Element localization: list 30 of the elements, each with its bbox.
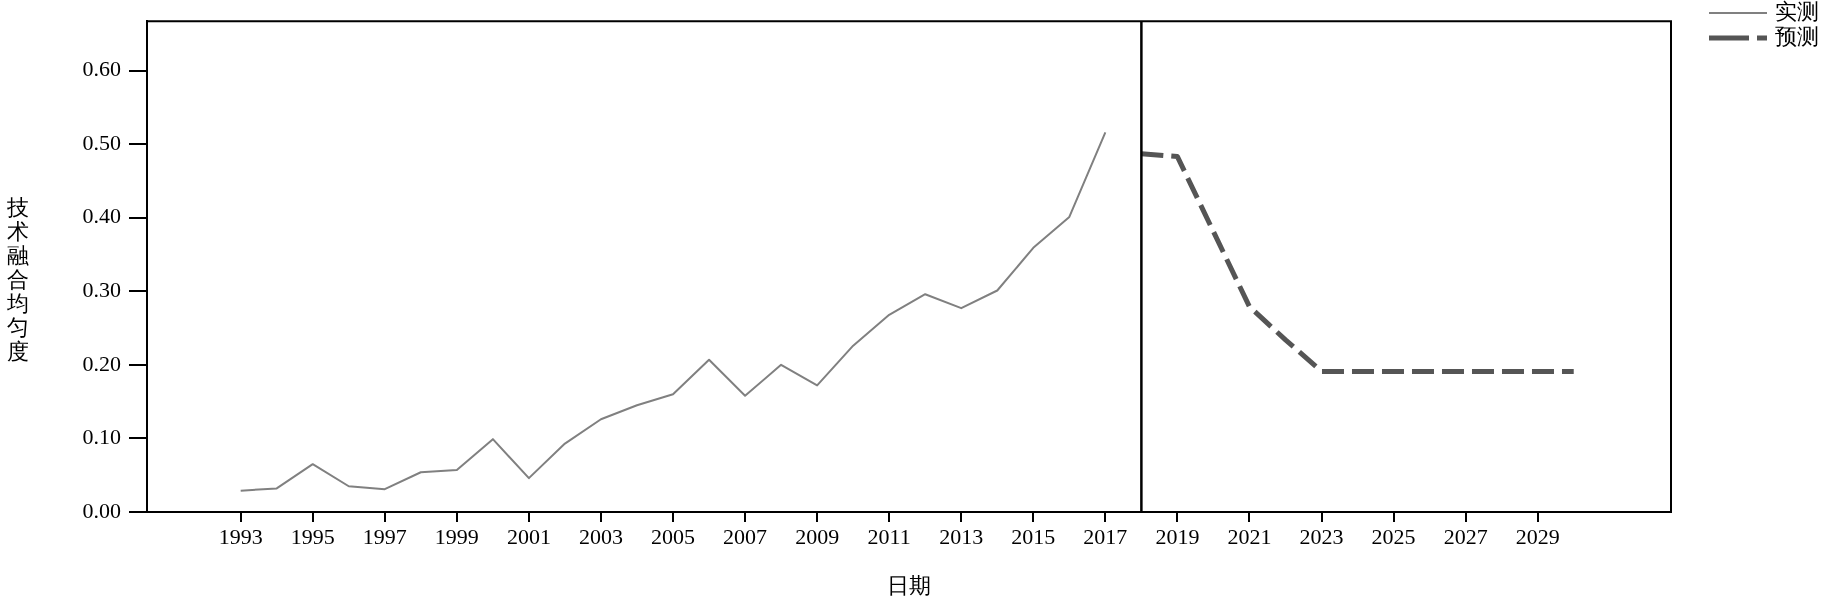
- x-tick-label: 2015: [1011, 523, 1056, 549]
- x-tick-label: 2019: [1155, 523, 1200, 549]
- x-tick-label: 2021: [1227, 523, 1272, 549]
- x-tick-label: 2007: [723, 523, 768, 549]
- x-tick-label: 2013: [939, 523, 984, 549]
- x-tick-label: 2011: [867, 523, 911, 549]
- x-tick-label: 2005: [651, 523, 696, 549]
- x-tick-label: 1997: [362, 523, 407, 549]
- x-tick-label: 1995: [290, 523, 335, 549]
- y-tick-label: 0.10: [82, 424, 121, 450]
- y-tick-label: 0.40: [82, 203, 121, 229]
- y-tick-label: 0.60: [82, 56, 121, 82]
- x-axis-title: 日期: [887, 572, 931, 598]
- x-tick-label: 2001: [506, 523, 551, 549]
- x-tick-label: 2017: [1083, 523, 1128, 549]
- x-tick-label: 2009: [795, 523, 840, 549]
- y-tick-label: 0.50: [82, 129, 121, 155]
- x-tick-label: 1999: [434, 523, 479, 549]
- x-tick-label: 2027: [1443, 523, 1488, 549]
- x-tick-label: 2025: [1371, 523, 1416, 549]
- legend-label: 实测: [1775, 0, 1819, 24]
- x-tick-label: 2023: [1299, 523, 1344, 549]
- x-tick-label: 1993: [218, 523, 263, 549]
- y-axis-title: 技术融合均匀度: [6, 195, 29, 365]
- legend-label: 预测: [1775, 23, 1819, 49]
- x-tick-label: 2029: [1515, 523, 1560, 549]
- x-tick-label: 2003: [578, 523, 623, 549]
- y-tick-label: 0.20: [82, 350, 121, 376]
- y-tick-label: 0.00: [82, 497, 121, 523]
- y-tick-label: 0.30: [82, 277, 121, 303]
